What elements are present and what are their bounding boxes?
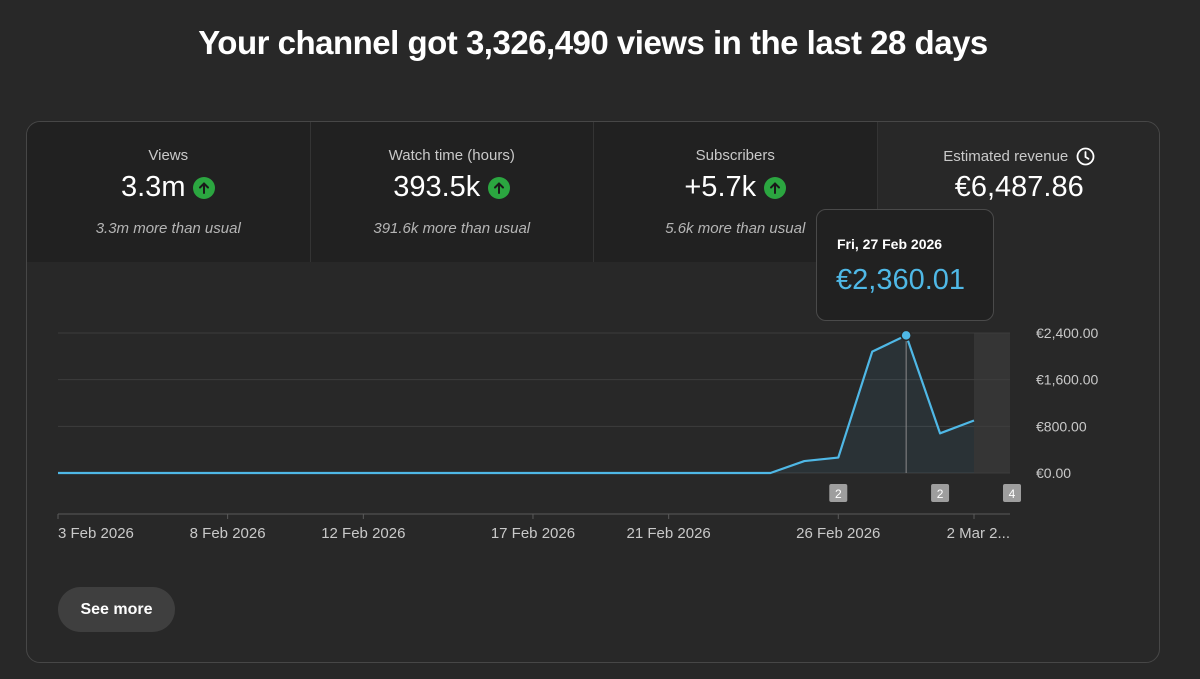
tooltip-date: Fri, 27 Feb 2026 <box>837 236 943 252</box>
arrow-up-icon <box>193 176 216 199</box>
x-tick-label: 17 Feb 2026 <box>491 525 575 542</box>
overview-card: €2,400.00 €1,600.00 €800.00 €0.00 2 2 4 3 Feb 2… <box>26 121 1160 663</box>
see-more-button[interactable]: See more <box>58 587 175 632</box>
metric-label: Views <box>148 147 189 164</box>
partial-data-band <box>974 333 1010 473</box>
highlight-point <box>900 329 912 342</box>
x-tick-label: 3 Feb 2026 <box>58 525 134 542</box>
y-tick-label: €0.00 <box>1036 465 1071 481</box>
arrow-up-icon <box>764 176 787 199</box>
metric-tab-views[interactable]: Views 3.3m 3.3m more than usual <box>27 122 311 262</box>
arrow-up-icon <box>488 176 511 199</box>
metric-note: 5.6k more than usual <box>665 220 806 237</box>
metric-note: 3.3m more than usual <box>95 220 241 237</box>
x-tick-label: 26 Feb 2026 <box>796 525 880 542</box>
clock-icon[interactable] <box>1076 147 1095 166</box>
y-tick-label: €800.00 <box>1036 418 1087 434</box>
event-marker <box>931 484 950 502</box>
metric-tabs: Views 3.3m 3.3m more than usual Watch ti… <box>27 122 1159 262</box>
event-marker <box>1003 484 1021 502</box>
tooltip-value: €2,360.01 <box>836 264 966 296</box>
metric-note: 391.6k more than usual <box>373 220 531 237</box>
event-marker <box>829 484 848 502</box>
x-tick-label: 12 Feb 2026 <box>321 525 405 542</box>
metric-value: €6,487.86 <box>954 171 1084 203</box>
metric-label: Subscribers <box>695 147 775 164</box>
metric-value: 3.3m <box>121 171 186 203</box>
y-tick-label: €2,400.00 <box>1036 325 1098 341</box>
event-marker-label: 4 <box>1009 487 1016 501</box>
metric-tab-watch-time[interactable]: Watch time (hours) 393.5k 391.6k more th… <box>310 122 594 262</box>
revenue-chart: €2,400.00 €1,600.00 €800.00 €0.00 2 2 4 3 Feb 2… <box>57 325 1098 542</box>
page-headline: Your channel got 3,326,490 views in the … <box>198 24 988 61</box>
x-tick-label: 8 Feb 2026 <box>190 525 266 542</box>
metric-value: +5.7k <box>684 171 757 203</box>
event-marker-label: 2 <box>937 487 944 501</box>
metric-value: 393.5k <box>393 171 481 203</box>
x-tick-label: 21 Feb 2026 <box>627 525 711 542</box>
chart-tooltip: Fri, 27 Feb 2026 €2,360.01 <box>816 209 994 321</box>
series-line <box>58 334 975 475</box>
x-tick-label: 2 Mar 2... <box>947 525 1010 542</box>
y-tick-label: €1,600.00 <box>1036 372 1098 388</box>
series-area <box>58 335 974 473</box>
event-marker-label: 2 <box>835 487 842 501</box>
metric-label: Watch time (hours) <box>388 147 515 164</box>
metric-label: Estimated revenue <box>943 148 1069 165</box>
